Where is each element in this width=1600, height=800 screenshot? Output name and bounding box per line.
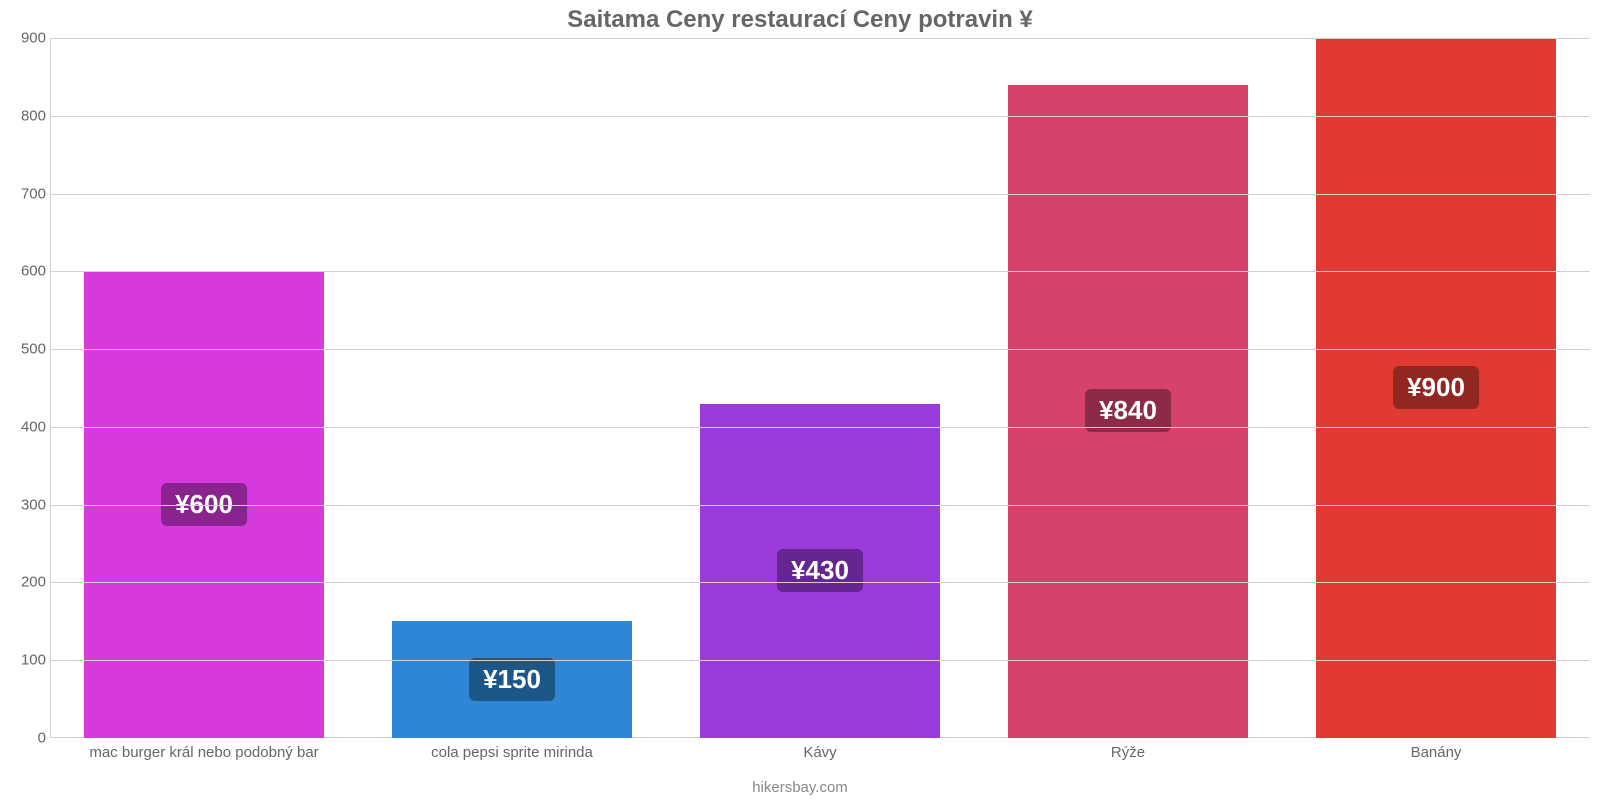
- bars-layer: ¥600¥150¥430¥840¥900: [50, 38, 1590, 738]
- value-badge: ¥150: [469, 658, 555, 701]
- x-tick-label: Kávy: [803, 744, 836, 761]
- gridline: [50, 427, 1590, 428]
- chart-title: Saitama Ceny restaurací Ceny potravin ¥: [0, 6, 1600, 34]
- x-tick-label: Rýže: [1111, 744, 1145, 761]
- y-tick-label: 600: [6, 263, 46, 280]
- gridline: [50, 505, 1590, 506]
- value-badge: ¥900: [1393, 366, 1479, 409]
- y-tick-label: 100: [6, 652, 46, 669]
- y-tick-label: 900: [6, 30, 46, 47]
- y-tick-label: 400: [6, 418, 46, 435]
- gridline: [50, 38, 1590, 39]
- chart-footer: hikersbay.com: [0, 779, 1600, 796]
- gridline: [50, 660, 1590, 661]
- value-badge: ¥840: [1085, 389, 1171, 432]
- y-tick-label: 300: [6, 496, 46, 513]
- chart-container: Saitama Ceny restaurací Ceny potravin ¥ …: [0, 0, 1600, 800]
- gridline: [50, 116, 1590, 117]
- gridline: [50, 349, 1590, 350]
- gridline: [50, 271, 1590, 272]
- gridline: [50, 582, 1590, 583]
- y-tick-label: 500: [6, 341, 46, 358]
- x-tick-label: mac burger král nebo podobný bar: [89, 744, 318, 761]
- value-badge: ¥430: [777, 549, 863, 592]
- y-tick-label: 700: [6, 185, 46, 202]
- plot-area: ¥600¥150¥430¥840¥900: [50, 38, 1590, 738]
- gridline: [50, 194, 1590, 195]
- y-tick-label: 800: [6, 107, 46, 124]
- x-tick-label: Banány: [1411, 744, 1462, 761]
- x-tick-label: cola pepsi sprite mirinda: [431, 744, 593, 761]
- y-tick-label: 0: [6, 730, 46, 747]
- y-tick-label: 200: [6, 574, 46, 591]
